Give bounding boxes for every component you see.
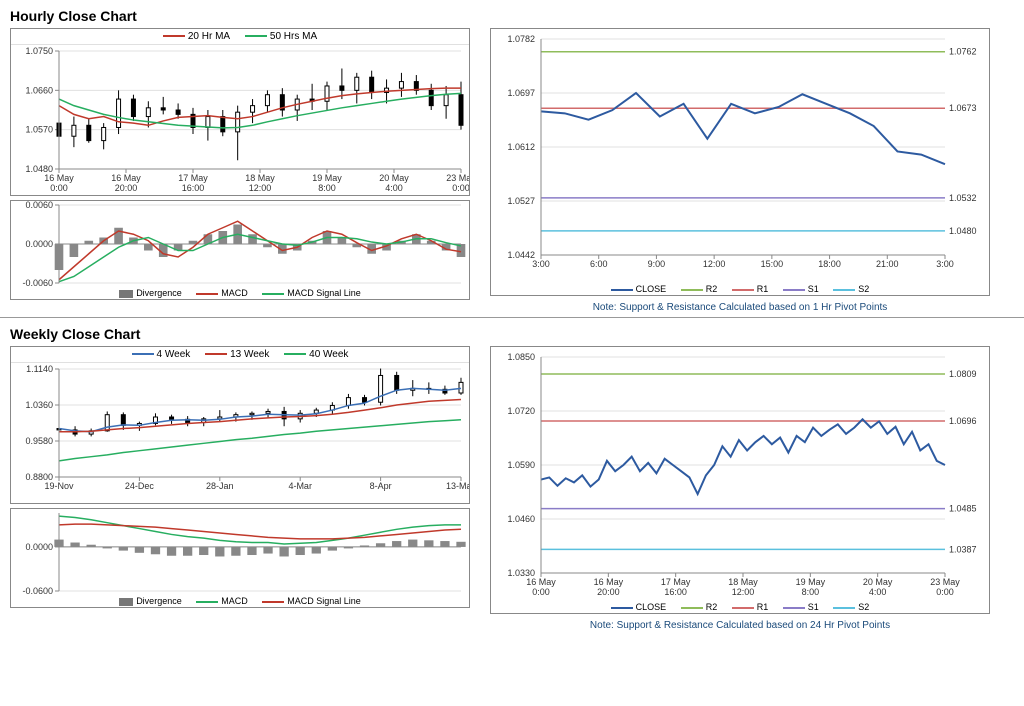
svg-text:16 May: 16 May — [44, 173, 74, 183]
weekly-pivot-chart: 1.03301.04601.05901.07201.08501.08091.06… — [490, 346, 990, 614]
svg-text:6:00: 6:00 — [590, 259, 608, 269]
svg-text:17 May: 17 May — [661, 577, 691, 587]
svg-text:1.0750: 1.0750 — [25, 46, 53, 56]
svg-text:12:00: 12:00 — [703, 259, 726, 269]
hourly-section: Hourly Close Chart 20 Hr MA 50 Hrs MA 1.… — [0, 0, 1024, 318]
svg-text:20 May: 20 May — [379, 173, 409, 183]
svg-text:12:00: 12:00 — [732, 587, 755, 597]
svg-text:-0.0060: -0.0060 — [22, 278, 53, 287]
svg-text:28-Jan: 28-Jan — [206, 481, 234, 491]
svg-text:21:00: 21:00 — [876, 259, 899, 269]
svg-text:1.0527: 1.0527 — [507, 196, 535, 206]
svg-text:4-Mar: 4-Mar — [288, 481, 312, 491]
legend-label: 20 Hr MA — [188, 31, 230, 42]
svg-text:1.0532: 1.0532 — [949, 193, 977, 203]
svg-text:18:00: 18:00 — [818, 259, 841, 269]
svg-text:0:00: 0:00 — [532, 587, 550, 597]
svg-text:3:00: 3:00 — [532, 259, 550, 269]
svg-text:20 May: 20 May — [863, 577, 893, 587]
svg-text:17 May: 17 May — [178, 173, 208, 183]
svg-text:0.9580: 0.9580 — [25, 436, 53, 446]
svg-text:1.0570: 1.0570 — [25, 125, 53, 135]
weekly-pivot-legend: CLOSE R2 R1 S1 S2 — [491, 601, 989, 613]
svg-text:1.0720: 1.0720 — [507, 406, 535, 416]
svg-text:1.0360: 1.0360 — [25, 400, 53, 410]
hourly-title: Hourly Close Chart — [10, 8, 1014, 24]
svg-text:1.0590: 1.0590 — [507, 460, 535, 470]
svg-text:13-May: 13-May — [446, 481, 469, 491]
svg-text:16 May: 16 May — [111, 173, 141, 183]
svg-text:1.0850: 1.0850 — [507, 352, 535, 362]
svg-text:3:00: 3:00 — [936, 259, 954, 269]
svg-text:0:00: 0:00 — [936, 587, 954, 597]
hourly-pivot-note: Note: Support & Resistance Calculated ba… — [490, 302, 990, 313]
svg-text:1.0485: 1.0485 — [949, 504, 977, 514]
svg-text:24-Dec: 24-Dec — [125, 481, 155, 491]
svg-text:16:00: 16:00 — [182, 183, 205, 193]
svg-text:8:00: 8:00 — [802, 587, 820, 597]
svg-text:19 May: 19 May — [796, 577, 826, 587]
weekly-price-chart: 4 Week 13 Week 40 Week 0.88000.95801.036… — [10, 346, 470, 504]
weekly-macd-chart: -0.0600 0.0000 Divergence MACD MACD Signa… — [10, 508, 470, 608]
svg-text:8:00: 8:00 — [318, 183, 336, 193]
weekly-pivot-note: Note: Support & Resistance Calculated ba… — [490, 620, 990, 631]
svg-text:19 May: 19 May — [312, 173, 342, 183]
weekly-price-legend: 4 Week 13 Week 40 Week — [11, 347, 469, 363]
weekly-macd-legend: Divergence MACD MACD Signal Line — [11, 595, 469, 607]
weekly-title: Weekly Close Chart — [10, 326, 1014, 342]
svg-text:12:00: 12:00 — [249, 183, 272, 193]
svg-text:1.0697: 1.0697 — [507, 88, 535, 98]
svg-text:23 May: 23 May — [930, 577, 960, 587]
svg-text:1.0460: 1.0460 — [507, 514, 535, 524]
hourly-pivot-chart: 1.0442 1.0527 1.0612 1.0697 1.0782 1.0762 1.06… — [490, 28, 990, 296]
svg-text:1.0782: 1.0782 — [507, 34, 535, 44]
svg-text:8-Apr: 8-Apr — [370, 481, 392, 491]
svg-text:1.0612: 1.0612 — [507, 142, 535, 152]
hourly-price-chart: 20 Hr MA 50 Hrs MA 1.04801.05701.06601.0… — [10, 28, 470, 196]
svg-text:1.0809: 1.0809 — [949, 369, 977, 379]
svg-text:1.0696: 1.0696 — [949, 416, 977, 426]
svg-text:19-Nov: 19-Nov — [44, 481, 74, 491]
svg-text:23 May: 23 May — [446, 173, 469, 183]
svg-text:18 May: 18 May — [728, 577, 758, 587]
svg-text:-0.0600: -0.0600 — [22, 586, 53, 595]
svg-text:20:00: 20:00 — [115, 183, 138, 193]
hourly-price-legend: 20 Hr MA 50 Hrs MA — [11, 29, 469, 45]
svg-text:1.1140: 1.1140 — [26, 364, 53, 374]
svg-text:0:00: 0:00 — [452, 183, 469, 193]
svg-text:1.0387: 1.0387 — [949, 544, 977, 554]
svg-text:0.0060: 0.0060 — [25, 201, 53, 210]
legend-label: 50 Hrs MA — [270, 31, 317, 42]
hourly-macd-legend: Divergence MACD MACD Signal Line — [11, 287, 469, 299]
weekly-section: Weekly Close Chart 4 Week 13 Week 40 Wee… — [0, 318, 1024, 635]
svg-text:9:00: 9:00 — [648, 259, 666, 269]
hourly-macd-chart: -0.0060 0.0000 0.0060 Divergence MACD MACD… — [10, 200, 470, 300]
svg-text:16:00: 16:00 — [664, 587, 687, 597]
svg-text:0:00: 0:00 — [50, 183, 68, 193]
svg-text:4:00: 4:00 — [385, 183, 403, 193]
svg-text:15:00: 15:00 — [761, 259, 784, 269]
svg-text:18 May: 18 May — [245, 173, 275, 183]
svg-text:1.0673: 1.0673 — [949, 103, 977, 113]
svg-text:4:00: 4:00 — [869, 587, 887, 597]
svg-text:1.0660: 1.0660 — [25, 85, 53, 95]
svg-text:1.0480: 1.0480 — [949, 226, 977, 236]
svg-text:20:00: 20:00 — [597, 587, 620, 597]
svg-text:0.0000: 0.0000 — [25, 239, 53, 249]
svg-text:0.0000: 0.0000 — [25, 542, 53, 552]
hourly-pivot-legend: CLOSE R2 R1 S1 S2 — [491, 283, 989, 295]
svg-text:1.0762: 1.0762 — [949, 47, 977, 57]
svg-text:1.0442: 1.0442 — [507, 250, 535, 260]
svg-text:16 May: 16 May — [594, 577, 624, 587]
svg-text:16 May: 16 May — [526, 577, 556, 587]
